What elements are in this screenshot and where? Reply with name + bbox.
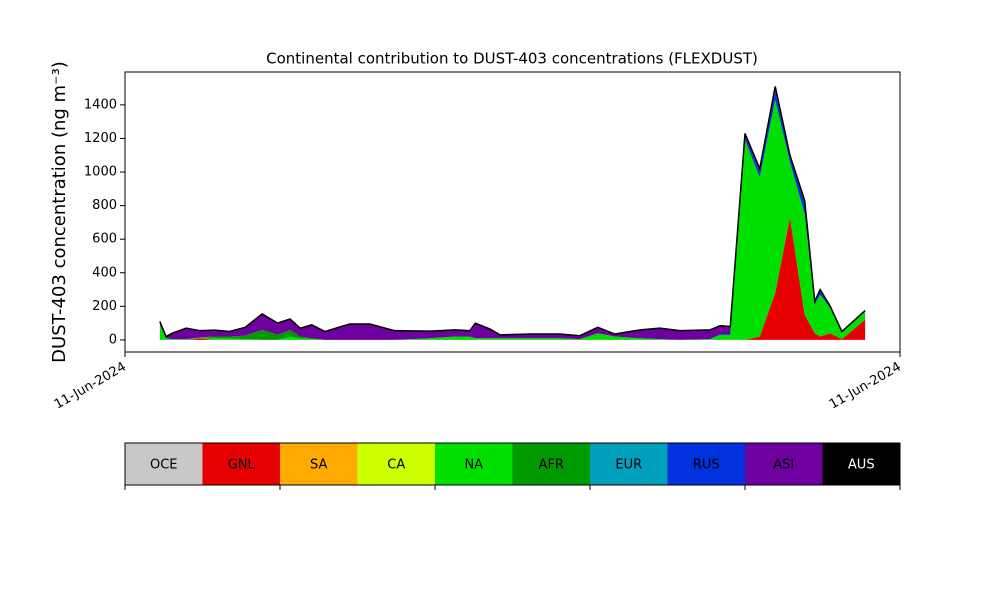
y-tick-label: 200 <box>92 299 117 314</box>
legend-label: RUS <box>693 458 720 473</box>
legend-frame <box>124 442 901 486</box>
area <box>159 99 866 340</box>
legend-swatch <box>745 443 823 485</box>
y-tick-label: 1200 <box>84 131 117 146</box>
legend-label: AFR <box>539 458 564 473</box>
legend-swatch <box>822 443 900 485</box>
y-tick-label: 0 <box>109 332 117 347</box>
x-tick-label: 11-Jun-2024 <box>827 360 904 413</box>
legend-swatch <box>667 443 745 485</box>
plot-area <box>159 86 866 340</box>
y-tick-label: 600 <box>92 232 117 247</box>
plot-frame <box>124 71 901 353</box>
legend-label: NA <box>464 458 483 473</box>
legend-label: OCE <box>150 458 178 473</box>
legend-ticks <box>124 485 901 490</box>
chart-title: Continental contribution to DUST-403 con… <box>266 50 758 68</box>
y-tick-label: 800 <box>92 198 117 213</box>
legend-swatch <box>357 443 435 485</box>
legend-label: ASI <box>773 458 794 473</box>
legend-swatch <box>435 443 513 485</box>
legend-swatch <box>590 443 668 485</box>
legend-swatch <box>125 443 203 485</box>
legend: OCE GNL SA CA NA AFR EUR RUS ASI AUS <box>125 443 900 485</box>
y-axis-label: DUST-403 concentration (ng m⁻³) <box>49 61 70 363</box>
legend-label: CA <box>387 458 405 473</box>
y-tick-label: 1000 <box>84 165 117 180</box>
legend-swatch <box>512 443 590 485</box>
legend-label: GNL <box>228 458 256 473</box>
legend-label: SA <box>310 458 327 473</box>
legend-label: EUR <box>615 458 642 473</box>
y-tick-label: 400 <box>92 265 117 280</box>
legend-swatch <box>280 443 358 485</box>
legend-swatch <box>202 443 280 485</box>
y-tick-label: 1400 <box>84 97 117 112</box>
area <box>159 217 866 340</box>
legend-label: AUS <box>848 458 875 473</box>
x-tick-label: 11-Jun-2024 <box>52 360 129 413</box>
